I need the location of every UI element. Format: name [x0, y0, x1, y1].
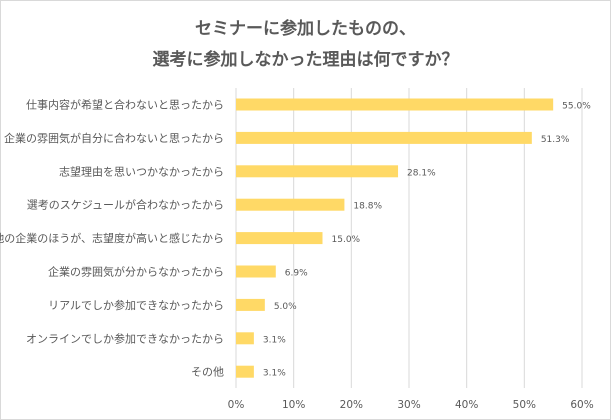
x-tick-label: 40%	[455, 399, 478, 411]
category-label: 他の企業のほうが、志望度が高いと感じたから	[0, 231, 224, 245]
x-tick-label: 0%	[228, 399, 245, 411]
chart-title-line-2: 選考に参加しなかった理由は何ですか？	[152, 50, 459, 70]
x-tick-label: 10%	[282, 399, 305, 411]
bar	[236, 198, 345, 211]
bar	[236, 298, 265, 311]
category-label: リアルでしか参加できなかったから	[48, 298, 224, 312]
category-label: 仕事内容が希望と合わないと思ったから	[26, 98, 224, 112]
x-tick-label: 50%	[513, 399, 536, 411]
category-label: オンラインでしか参加できなかったから	[26, 331, 224, 345]
category-label: 志望理由を思いつかなかったから	[59, 164, 224, 178]
data-label: 5.0%	[274, 302, 297, 312]
bar	[236, 232, 323, 245]
x-tick-label: 60%	[570, 399, 593, 411]
category-label: 企業の雰囲気が自分に合わないと思ったから	[4, 131, 224, 145]
data-label: 55.0%	[562, 102, 591, 112]
category-label: その他	[191, 366, 224, 379]
category-label: 選考のスケジュールが合わなかったから	[27, 198, 224, 212]
bar	[236, 98, 554, 111]
bar	[236, 332, 254, 345]
data-label: 3.1%	[263, 335, 286, 345]
x-tick-label: 30%	[397, 399, 420, 411]
x-tick-label: 20%	[340, 399, 363, 411]
data-label: 15.0%	[332, 235, 361, 245]
bar	[236, 131, 532, 144]
chart-title-line-1: セミナーに参加したものの、	[195, 19, 416, 39]
data-label: 6.9%	[285, 269, 308, 279]
data-label: 18.8%	[353, 202, 382, 212]
category-label: 企業の雰囲気が分からなかったから	[48, 265, 224, 279]
bar	[236, 265, 276, 278]
data-label: 3.1%	[263, 369, 286, 379]
data-label: 28.1%	[407, 168, 436, 178]
bar	[236, 165, 399, 178]
data-label: 51.3%	[541, 135, 570, 145]
bar	[236, 365, 254, 378]
